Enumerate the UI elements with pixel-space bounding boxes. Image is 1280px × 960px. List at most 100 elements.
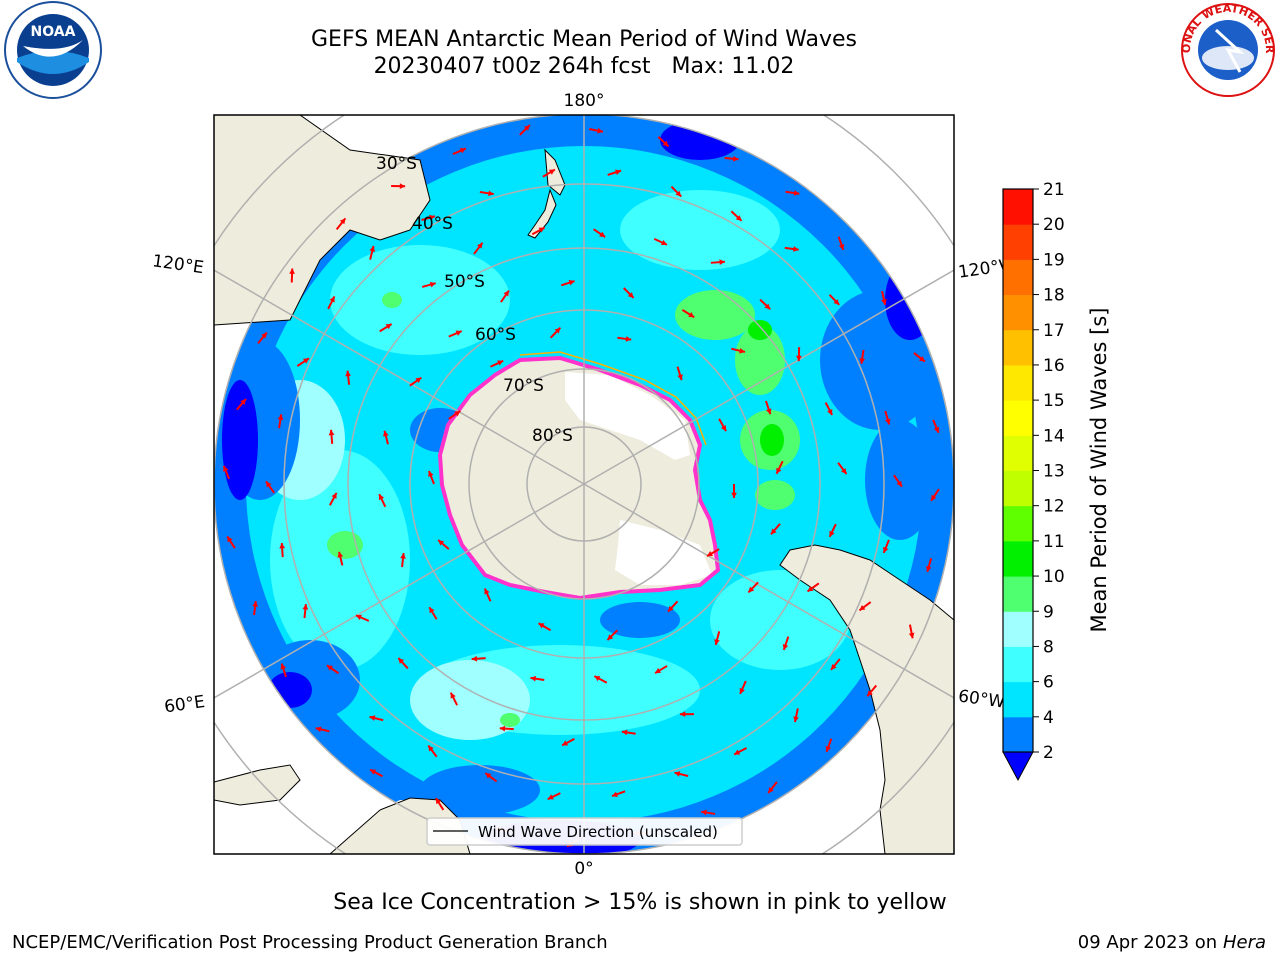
wave-direction-arrowhead — [908, 632, 915, 639]
wave-direction-arrowhead — [859, 604, 866, 611]
run-label: 20230407 t00z 264h fcst — [373, 54, 651, 79]
colorbar-tick-label: 15 — [1043, 391, 1065, 411]
wave-direction-arrowhead — [833, 299, 840, 305]
wave-direction-arrowhead — [524, 125, 530, 131]
wind-wave-arrows — [222, 124, 940, 848]
lon-label-60e: 60°E — [163, 692, 206, 717]
wave-direction-arrowhead — [223, 465, 229, 472]
wave-direction-arrowhead — [597, 127, 603, 134]
plot-subtitle: 20230407 t00z 264h fcst Max: 11.02 — [0, 54, 1168, 80]
wave-direction-arrowhead — [240, 399, 246, 405]
wave-direction-arrowhead — [497, 360, 504, 366]
wave-direction-arrowhead — [499, 725, 506, 732]
nws-logo: NATIONAL WEATHER SERVICE — [1173, 0, 1278, 100]
footer-machine: Hera — [1222, 932, 1266, 953]
wave-direction-arrowhead — [793, 246, 799, 252]
wave-direction-arrowhead — [679, 711, 686, 718]
wave-direction-arrowhead — [302, 604, 309, 610]
wave-direction-arrowhead — [831, 663, 837, 670]
wave-direction-arrowhead — [538, 623, 545, 629]
colorbar-segment — [1003, 646, 1033, 683]
colorbar-tick-label: 8 — [1043, 637, 1054, 657]
colorbar-segment — [1003, 224, 1033, 260]
wave-direction-arrowhead — [739, 347, 745, 354]
wave-direction-arrowhead — [289, 268, 295, 274]
wave-direction-arrowhead — [488, 190, 494, 197]
colorbar-tick-label: 10 — [1043, 567, 1065, 587]
wave-direction-arrowhead — [931, 494, 937, 501]
colorbar-tick-label: 12 — [1043, 497, 1065, 517]
wave-direction-arrowhead — [328, 429, 335, 436]
noaa-logo-text: NOAA — [31, 24, 76, 40]
graticule — [214, 115, 954, 854]
colorbar-tick-label: 9 — [1043, 602, 1054, 622]
wave-direction-arrowhead — [896, 480, 902, 487]
wave-direction-arrowhead — [677, 374, 683, 381]
wave-direction-arrowhead — [621, 729, 628, 736]
wave-direction-arrowhead — [429, 281, 436, 288]
wave-direction-arrowhead — [315, 726, 322, 733]
wave-direction-arrowhead — [429, 214, 435, 221]
lat-label-30s: 30°S — [376, 154, 417, 174]
wave-direction-arrowhead — [370, 769, 377, 775]
colorbar-segment — [1003, 259, 1033, 296]
colorbar-tick-label: 21 — [1043, 180, 1065, 200]
wave-direction-arrowhead — [796, 355, 802, 362]
colorbar-segment — [1003, 611, 1033, 647]
wave-direction-arrowhead — [607, 634, 614, 641]
wave-direction-arrowhead — [455, 330, 462, 336]
lat-label-80s: 80°S — [532, 426, 573, 446]
wave-direction-arrowhead — [793, 716, 799, 723]
colorbar-segment — [1003, 576, 1033, 612]
lat-label-60s: 60°S — [475, 325, 516, 345]
wave-direction-arrowhead — [279, 543, 286, 549]
wave-direction-arrowhead — [398, 658, 405, 664]
wave-direction-arrowhead — [838, 243, 845, 250]
wave-direction-arrowhead — [415, 377, 422, 384]
wave-direction-arrowhead — [770, 528, 777, 535]
wave-direction-arrowhead — [829, 530, 835, 537]
wave-direction-arrowhead — [428, 745, 434, 752]
antarctica — [437, 351, 721, 601]
wave-direction-arrowhead — [883, 546, 889, 553]
wave-direction-arrowhead — [793, 190, 800, 196]
wave-direction-arrowhead — [734, 749, 741, 755]
wave-direction-arrowhead — [459, 147, 466, 154]
colorbar-segment — [1003, 400, 1033, 436]
wave-direction-arrowhead — [764, 303, 771, 310]
colorbar-tick-label: 13 — [1043, 462, 1065, 482]
wave-direction-arrowhead — [782, 643, 789, 650]
lon-label-180: 180° — [564, 91, 605, 111]
wave-direction-arrowhead — [339, 218, 346, 225]
colorbar-segment — [1003, 716, 1033, 753]
wave-direction-arrowhead — [429, 607, 435, 614]
wave-direction-arrowhead — [731, 492, 737, 498]
wave-direction-arrowhead — [265, 481, 272, 488]
lon-label-120e: 120°E — [151, 251, 205, 278]
wave-direction-arrowhead — [252, 601, 259, 607]
wave-direction-arrowhead — [881, 298, 887, 305]
colorbar-segment — [1003, 505, 1033, 542]
colorbar-tick-label: 14 — [1043, 426, 1065, 446]
colorbar-tick-label: 17 — [1043, 321, 1065, 341]
wave-direction-arrowhead — [326, 665, 333, 671]
wave-direction-arrowhead — [378, 494, 385, 501]
wave-direction-arrowhead — [925, 565, 932, 572]
wave-direction-arrowhead — [615, 169, 621, 175]
wave-direction-arrowhead — [765, 408, 772, 415]
map-frame — [213, 114, 955, 855]
wave-direction-arrowhead — [369, 246, 376, 252]
wave-direction-arrowhead — [485, 773, 492, 779]
lat-label-50s: 50°S — [444, 272, 485, 292]
wave-direction-arrowhead — [400, 553, 406, 559]
wave-direction-arrowhead — [438, 540, 445, 546]
colorbar-tick-label: 2 — [1043, 743, 1054, 763]
wave-direction-arrowhead — [776, 467, 782, 474]
wave-direction-arrowhead — [599, 231, 606, 238]
wave-direction-arrowhead — [768, 787, 774, 794]
plot-title: GEFS MEAN Antarctic Mean Period of Wind … — [311, 27, 857, 52]
wave-direction-arrowhead — [825, 745, 832, 752]
wave-direction-arrowhead — [399, 183, 406, 190]
colorbar-tick-label: 6 — [1043, 673, 1054, 693]
wave-direction-arrowhead — [345, 370, 351, 377]
